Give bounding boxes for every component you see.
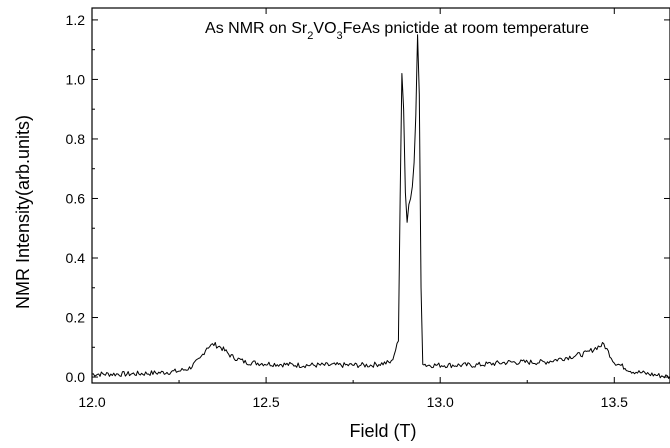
y-tick-label: 0.0 [66, 369, 86, 385]
x-tick-label: 13.5 [601, 394, 628, 410]
y-tick-label: 0.6 [66, 190, 86, 206]
y-tick-label: 1.2 [66, 12, 86, 28]
x-tick-label: 12.5 [252, 394, 279, 410]
x-tick-label: 13.0 [427, 394, 454, 410]
x-tick-label: 12.0 [78, 394, 105, 410]
y-axis-title: NMR Intensity(arb.units) [13, 115, 33, 309]
y-tick-label: 0.4 [66, 250, 86, 266]
y-tick-label: 1.0 [66, 71, 86, 87]
chart-title: As NMR on Sr2VO3FeAs pnictide at room te… [205, 20, 589, 42]
y-tick-label: 0.8 [66, 131, 86, 147]
plot-frame [91, 7, 670, 384]
y-tick-label: 0.2 [66, 310, 86, 326]
spectrum-line [91, 34, 670, 379]
x-axis-title: Field (T) [350, 421, 417, 441]
